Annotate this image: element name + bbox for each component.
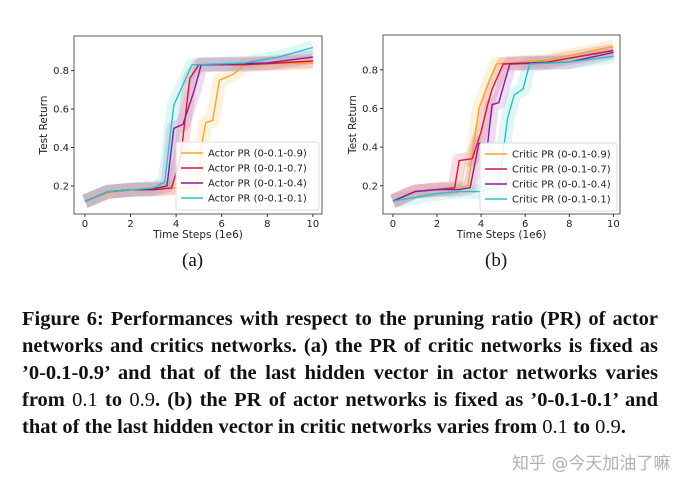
x-tick-label: 8 — [264, 219, 270, 230]
legend-label: Actor PR (0-0.1-0.4) — [208, 179, 307, 190]
figure-caption: Figure 6: Performances with respect to t… — [22, 306, 658, 441]
caption-value: 0.1 — [72, 389, 98, 411]
caption-text: . — [620, 416, 626, 438]
x-tick-label: 0 — [390, 219, 396, 230]
y-tick-label: 0.4 — [362, 143, 378, 154]
x-tick-label: 4 — [173, 219, 179, 230]
subfigure-label-a: (a) — [182, 250, 204, 271]
x-tick-label: 10 — [607, 219, 620, 230]
caption-text: Performances with respect to the pruning… — [22, 308, 658, 411]
chart-a: 0 2 4 6 8 10 0.2 0.4 0.6 0.8 Time Steps (1e6) Test … — [38, 35, 323, 241]
x-tick-label: 6 — [219, 219, 225, 230]
caption-value: 0.9 — [129, 389, 155, 411]
x-tick-label: 6 — [522, 219, 528, 230]
x-tick-label: 2 — [127, 219, 133, 230]
x-tick-label: 0 — [82, 219, 88, 230]
x-axis-label: Time Steps (1e6) — [456, 229, 547, 241]
legend — [479, 142, 618, 212]
caption-text: to — [97, 389, 130, 411]
series-line — [392, 55, 614, 202]
x-tick-label: 4 — [478, 219, 484, 230]
caption-text: to — [567, 416, 596, 438]
x-tick-label: 2 — [434, 219, 440, 230]
y-tick-label: 0.6 — [53, 105, 69, 116]
legend-label: Critic PR (0-0.1-0.7) — [512, 165, 611, 176]
caption-label: Figure 6: — [22, 308, 104, 330]
watermark: 知乎 @今天加油了嘛 — [512, 454, 671, 474]
series-line — [84, 46, 314, 202]
y-axis-label: Test Return — [347, 95, 359, 155]
y-tick-label: 0.8 — [362, 65, 378, 76]
legend-label: Actor PR (0-0.1-0.9) — [208, 149, 307, 160]
chart-b: 0 2 4 6 8 10 0.2 0.4 0.6 0.8 Time Steps (1e6) Test … — [347, 34, 621, 241]
y-axis-label: Test Return — [38, 96, 50, 156]
y-tick-label: 0.2 — [53, 181, 69, 192]
x-axis-label: Time Steps (1e6) — [152, 229, 243, 241]
y-tick-label: 0.6 — [362, 104, 378, 115]
y-tick-label: 0.8 — [53, 66, 69, 77]
axes-frame — [382, 34, 621, 215]
legend-label: Critic PR (0-0.1-0.9) — [512, 150, 611, 161]
x-tick-label: 10 — [307, 219, 320, 230]
legend-label: Critic PR (0-0.1-0.1) — [512, 195, 611, 206]
axes-frame — [73, 35, 323, 215]
x-tick-label: 8 — [566, 219, 572, 230]
figure-charts: 0 2 4 6 8 10 0.2 0.4 0.6 0.8 Time Steps (1e6) Test … — [38, 34, 621, 241]
subfigure-label-b: (b) — [485, 250, 508, 271]
legend-label: Actor PR (0-0.1-0.7) — [208, 164, 307, 175]
legend-label: Critic PR (0-0.1-0.4) — [512, 180, 611, 191]
caption-value: 0.1 — [542, 416, 568, 438]
caption-text: . (b) the PR of actor networks is fixed … — [22, 389, 658, 438]
y-tick-label: 0.2 — [362, 181, 378, 192]
y-tick-label: 0.4 — [53, 143, 69, 154]
legend-label: Actor PR (0-0.1-0.1) — [208, 194, 307, 205]
legend — [175, 141, 320, 211]
caption-value: 0.9 — [595, 416, 621, 438]
